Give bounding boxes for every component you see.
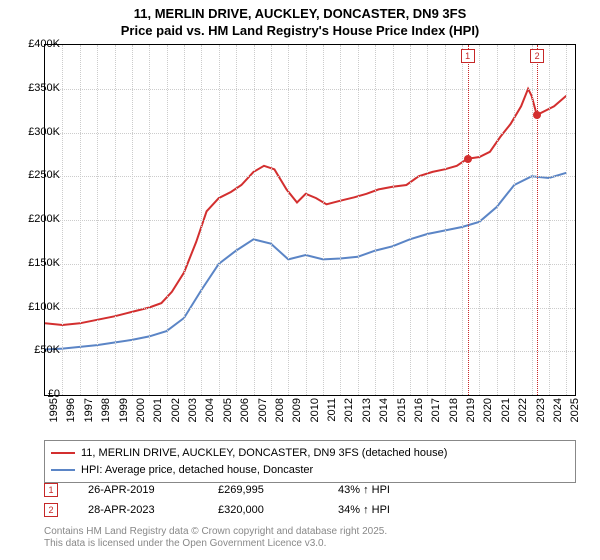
x-axis-label: 1998 xyxy=(100,398,112,438)
x-axis-label: 2019 xyxy=(465,398,477,438)
marker-price: £269,995 xyxy=(218,484,318,496)
x-axis-label: 2013 xyxy=(361,398,373,438)
x-axis-label: 2002 xyxy=(170,398,182,438)
marker-delta: 43% ↑ HPI xyxy=(338,484,438,496)
y-axis-label: £300K xyxy=(16,126,60,138)
plot-area: 12 xyxy=(44,44,576,396)
x-axis-label: 2020 xyxy=(482,398,494,438)
legend-item: 11, MERLIN DRIVE, AUCKLEY, DONCASTER, DN… xyxy=(51,445,569,462)
y-axis-label: £250K xyxy=(16,169,60,181)
x-axis-label: 2014 xyxy=(378,398,390,438)
marker-delta: 34% ↑ HPI xyxy=(338,504,438,516)
x-axis-label: 2023 xyxy=(535,398,547,438)
x-axis-label: 1995 xyxy=(48,398,60,438)
x-axis-label: 2015 xyxy=(396,398,408,438)
legend-label: 11, MERLIN DRIVE, AUCKLEY, DONCASTER, DN… xyxy=(81,445,447,462)
price-marker-1: 1 xyxy=(461,49,475,63)
marker-date: 28-APR-2023 xyxy=(88,504,198,516)
x-axis-label: 2011 xyxy=(326,398,338,438)
footer-line2: This data is licensed under the Open Gov… xyxy=(44,538,387,550)
y-axis-label: £350K xyxy=(16,82,60,94)
marker-row: 1 26-APR-2019 £269,995 43% ↑ HPI xyxy=(44,480,438,500)
legend-swatch xyxy=(51,452,75,454)
x-axis-label: 2000 xyxy=(135,398,147,438)
x-axis-label: 2022 xyxy=(517,398,529,438)
x-axis-label: 2004 xyxy=(204,398,216,438)
x-axis-label: 2016 xyxy=(413,398,425,438)
y-axis-label: £150K xyxy=(16,257,60,269)
x-axis-label: 1996 xyxy=(65,398,77,438)
marker-price: £320,000 xyxy=(218,504,318,516)
y-axis-label: £200K xyxy=(16,213,60,225)
legend: 11, MERLIN DRIVE, AUCKLEY, DONCASTER, DN… xyxy=(44,440,576,483)
x-axis-label: 2012 xyxy=(343,398,355,438)
x-axis-label: 2001 xyxy=(152,398,164,438)
marker-dot-2 xyxy=(533,111,541,119)
footer-attribution: Contains HM Land Registry data © Crown c… xyxy=(44,526,387,550)
chart: 12 xyxy=(44,44,576,396)
x-axis-label: 2006 xyxy=(239,398,251,438)
x-axis-label: 1997 xyxy=(83,398,95,438)
x-axis-label: 2018 xyxy=(448,398,460,438)
x-axis-label: 2024 xyxy=(552,398,564,438)
marker-index: 1 xyxy=(44,483,58,497)
title-line1: 11, MERLIN DRIVE, AUCKLEY, DONCASTER, DN… xyxy=(0,6,600,23)
y-axis-label: £50K xyxy=(16,344,60,356)
x-axis-label: 2009 xyxy=(291,398,303,438)
marker-index: 2 xyxy=(44,503,58,517)
marker-dot-1 xyxy=(464,155,472,163)
legend-swatch xyxy=(51,469,75,471)
y-axis-label: £400K xyxy=(16,38,60,50)
marker-table: 1 26-APR-2019 £269,995 43% ↑ HPI 2 28-APR-202… xyxy=(44,480,438,520)
chart-title: 11, MERLIN DRIVE, AUCKLEY, DONCASTER, DN… xyxy=(0,0,600,40)
price-marker-2: 2 xyxy=(530,49,544,63)
x-axis-label: 1999 xyxy=(118,398,130,438)
x-axis-label: 2005 xyxy=(222,398,234,438)
x-axis-label: 2010 xyxy=(309,398,321,438)
footer-line1: Contains HM Land Registry data © Crown c… xyxy=(44,526,387,538)
marker-row: 2 28-APR-2023 £320,000 34% ↑ HPI xyxy=(44,500,438,520)
x-axis-label: 2021 xyxy=(500,398,512,438)
x-axis-label: 2025 xyxy=(569,398,581,438)
y-axis-label: £100K xyxy=(16,301,60,313)
marker-date: 26-APR-2019 xyxy=(88,484,198,496)
title-line2: Price paid vs. HM Land Registry's House … xyxy=(0,23,600,40)
x-axis-label: 2017 xyxy=(430,398,442,438)
legend-label: HPI: Average price, detached house, Donc… xyxy=(81,462,313,479)
legend-item: HPI: Average price, detached house, Donc… xyxy=(51,462,569,479)
x-axis-label: 2007 xyxy=(257,398,269,438)
x-axis-label: 2003 xyxy=(187,398,199,438)
x-axis-label: 2008 xyxy=(274,398,286,438)
